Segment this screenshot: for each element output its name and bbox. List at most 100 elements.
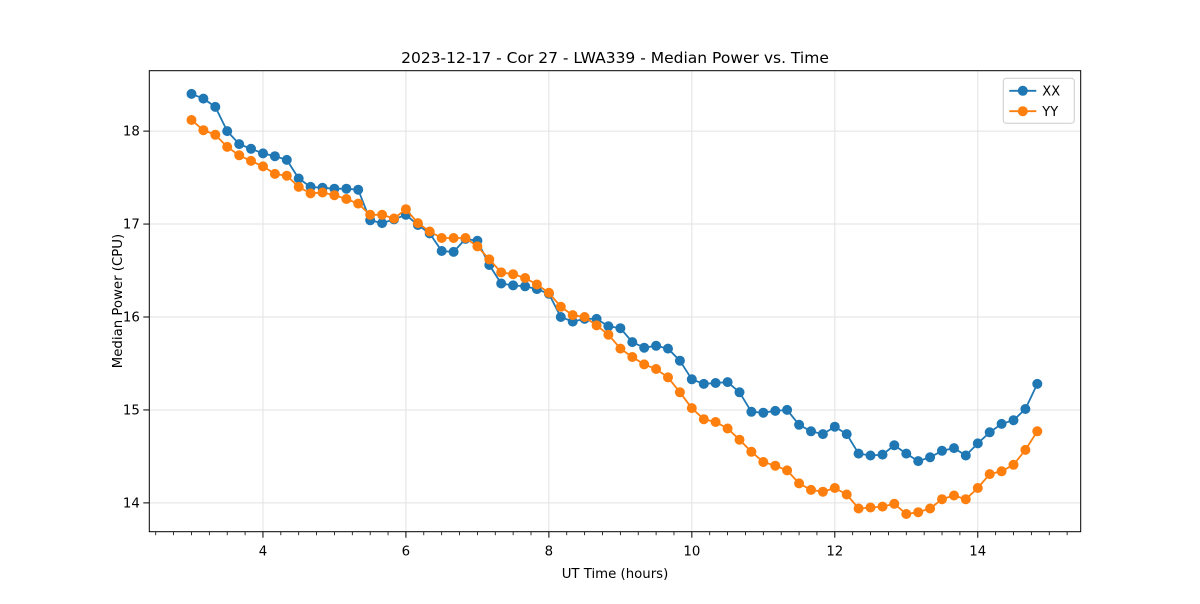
data-point: [901, 448, 912, 459]
data-point: [853, 503, 864, 514]
data-point: [806, 426, 816, 437]
data-point: [579, 312, 590, 322]
data-point: [758, 407, 769, 418]
data-point: [436, 233, 447, 243]
x-tick-label: 8: [545, 545, 553, 560]
data-point: [222, 126, 233, 137]
data-point: [400, 204, 411, 215]
data-point: [829, 483, 840, 493]
data-point: [293, 181, 304, 192]
data-point: [686, 403, 697, 414]
y-tick-label: 17: [123, 218, 140, 233]
chart-title: 2023-12-17 - Cor 27 - LWA339 - Median Po…: [401, 49, 829, 67]
data-point: [615, 323, 626, 334]
data-point: [269, 168, 280, 179]
data-point: [722, 423, 733, 434]
data-point: [329, 190, 340, 201]
data-point: [853, 448, 864, 459]
data-point: [627, 337, 638, 348]
data-point: [817, 486, 828, 497]
data-point: [710, 417, 721, 427]
data-point: [520, 281, 531, 292]
data-point: [960, 494, 971, 505]
data-point: [639, 342, 650, 353]
data-point: [293, 173, 304, 184]
data-point: [258, 148, 268, 159]
data-point: [234, 150, 245, 161]
data-point: [496, 278, 507, 289]
data-point: [877, 501, 888, 512]
data-point: [389, 213, 399, 224]
data-point: [603, 329, 614, 340]
data-point: [746, 406, 757, 417]
data-point: [448, 233, 459, 243]
data-point: [889, 440, 900, 451]
data-point: [698, 414, 709, 425]
data-point: [305, 188, 316, 199]
data-point: [841, 489, 852, 500]
data-point: [496, 267, 507, 278]
data-point: [698, 378, 709, 389]
data-point: [925, 452, 936, 463]
data-point: [710, 378, 721, 388]
data-point: [746, 446, 757, 457]
data-point: [198, 93, 209, 104]
data-point: [1020, 444, 1031, 455]
data-point: [877, 449, 888, 460]
data-point: [365, 209, 376, 220]
data-point: [615, 343, 626, 354]
data-point: [794, 419, 805, 430]
data-point: [674, 355, 685, 366]
data-point: [1008, 415, 1019, 426]
data-point: [865, 502, 876, 513]
data-point: [412, 218, 423, 229]
data-point: [806, 484, 816, 495]
plot-border: [148, 70, 1082, 533]
data-point: [722, 377, 733, 388]
series-XX-line: [191, 93, 1039, 463]
y-tick-label: 18: [123, 125, 140, 140]
x-axis-label: UT Time (hours): [562, 567, 669, 582]
axes-layer: 4 6 8 10 12 14 14 15 16 17 18: [123, 70, 1082, 560]
data-point: [972, 438, 983, 449]
x-tick-label: 10: [683, 545, 700, 560]
data-point: [198, 125, 209, 136]
data-point: [651, 340, 662, 351]
data-point: [508, 269, 519, 280]
data-point: [674, 387, 685, 398]
data-point: [663, 372, 673, 383]
data-point: [531, 279, 542, 290]
data-point: [508, 280, 519, 291]
data-point: [520, 273, 531, 283]
data-point: [210, 101, 221, 112]
data-point: [424, 226, 435, 237]
y-axis-label: Median Power (CPU): [111, 234, 126, 368]
data-point: [782, 404, 793, 415]
data-point: [246, 155, 256, 166]
data-point: [210, 129, 221, 140]
x-tick-label: 12: [826, 545, 843, 560]
data-point: [484, 254, 495, 265]
legend: XX YY: [1002, 77, 1075, 124]
grid-layer: [149, 70, 1081, 532]
data-point: [281, 170, 292, 181]
data-point: [758, 457, 769, 467]
data-point: [543, 287, 554, 298]
data-point: [1008, 459, 1019, 470]
data-point: [937, 494, 947, 505]
data-point: [937, 445, 947, 456]
data-point: [734, 434, 745, 445]
data-point: [949, 490, 959, 501]
legend-label: YY: [1041, 105, 1058, 120]
data-point: [269, 151, 280, 162]
data-point: [317, 187, 328, 198]
data-point: [222, 141, 233, 152]
data-point: [686, 374, 697, 385]
data-point: [949, 443, 959, 454]
data-point: [341, 194, 352, 204]
data-point: [591, 320, 602, 331]
legend-item-YY: YY: [1009, 105, 1058, 120]
data-point: [436, 246, 447, 256]
data-point: [734, 387, 745, 398]
